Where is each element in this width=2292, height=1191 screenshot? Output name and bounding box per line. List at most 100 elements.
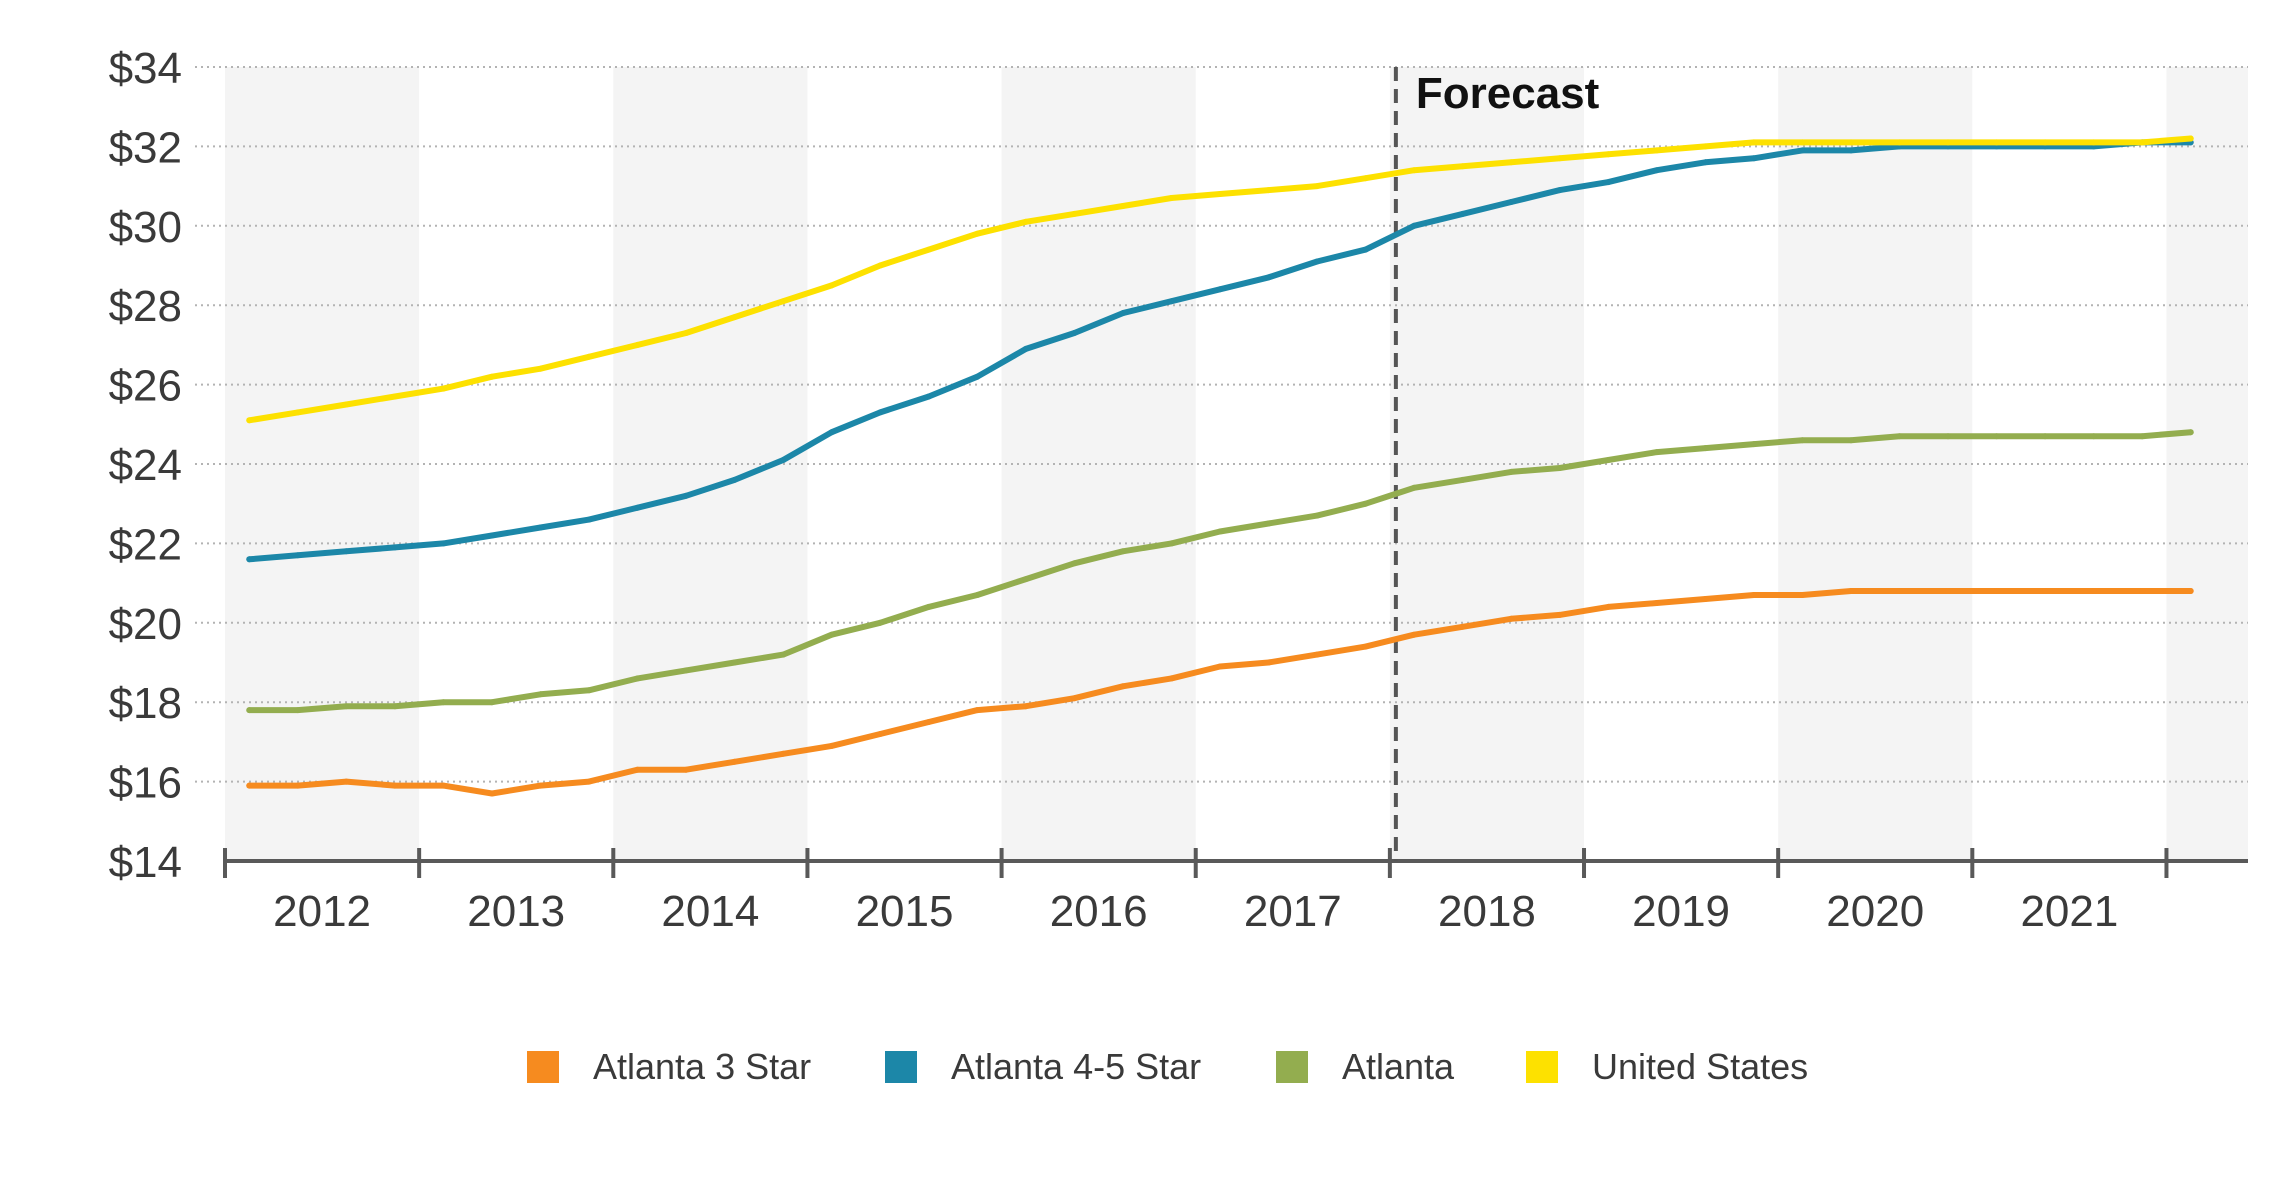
data-point bbox=[391, 544, 398, 551]
data-point bbox=[877, 619, 884, 626]
data-point bbox=[440, 782, 447, 789]
data-point bbox=[828, 742, 835, 749]
data-point bbox=[2139, 139, 2146, 146]
data-point bbox=[294, 782, 301, 789]
data-point bbox=[828, 429, 835, 436]
legend-label: United States bbox=[1592, 1046, 1809, 1087]
data-point bbox=[780, 457, 787, 463]
data-point bbox=[2090, 588, 2097, 594]
data-point bbox=[1945, 588, 1951, 594]
y-tick-label: $24 bbox=[109, 441, 182, 490]
data-point bbox=[294, 409, 301, 416]
tick-labels: $14 $16 $18 $20 $22 $24 $26 $28 $30 $32 $34 2012 201… bbox=[109, 44, 2119, 936]
x-tick-label: 2016 bbox=[1050, 887, 1148, 936]
data-point bbox=[877, 262, 884, 269]
data-point bbox=[1168, 298, 1175, 305]
data-point bbox=[2090, 139, 2097, 146]
data-point bbox=[634, 504, 641, 511]
data-point bbox=[489, 532, 495, 539]
data-point bbox=[2042, 588, 2049, 594]
data-point bbox=[1459, 476, 1466, 483]
data-point bbox=[537, 524, 544, 531]
data-point bbox=[489, 790, 495, 797]
data-point bbox=[683, 667, 690, 674]
data-point bbox=[1799, 147, 1806, 154]
y-tick-label: $34 bbox=[109, 44, 182, 93]
data-point bbox=[634, 766, 641, 773]
data-point bbox=[586, 778, 592, 785]
data-point bbox=[1411, 167, 1418, 174]
x-tick-label: 2017 bbox=[1244, 887, 1342, 936]
data-point bbox=[1605, 603, 1612, 610]
legend-swatch bbox=[1526, 1051, 1558, 1083]
legend-swatch bbox=[527, 1051, 559, 1083]
data-point bbox=[1653, 600, 1660, 606]
data-point bbox=[1411, 631, 1418, 638]
data-point bbox=[1556, 155, 1563, 162]
data-point bbox=[1362, 175, 1369, 182]
data-point bbox=[2139, 588, 2146, 594]
x-tick-label: 2018 bbox=[1438, 887, 1536, 936]
data-point bbox=[1896, 433, 1903, 440]
data-point bbox=[586, 516, 592, 523]
data-point bbox=[974, 707, 981, 714]
data-point bbox=[1459, 623, 1466, 630]
x-tick-label: 2014 bbox=[661, 887, 759, 936]
data-point bbox=[1750, 441, 1757, 448]
data-point bbox=[440, 540, 447, 547]
gridlines bbox=[195, 66, 2248, 783]
data-point bbox=[1848, 147, 1854, 154]
data-point bbox=[731, 476, 738, 483]
data-point bbox=[1702, 445, 1709, 452]
data-point bbox=[537, 365, 544, 372]
data-point bbox=[440, 385, 447, 392]
data-point bbox=[2187, 135, 2194, 142]
data-point bbox=[1508, 468, 1515, 475]
data-point bbox=[1702, 159, 1709, 166]
x-axis bbox=[223, 848, 2248, 878]
y-tick-label: $28 bbox=[109, 282, 182, 331]
data-point bbox=[391, 703, 398, 710]
data-point bbox=[780, 651, 787, 658]
data-point bbox=[1071, 330, 1078, 336]
data-point bbox=[1022, 703, 1029, 710]
data-point bbox=[877, 409, 884, 416]
y-tick-label: $30 bbox=[109, 203, 182, 252]
data-point bbox=[828, 282, 835, 289]
data-point bbox=[1314, 651, 1321, 658]
data-point bbox=[974, 230, 981, 237]
data-point bbox=[1799, 437, 1806, 444]
data-point bbox=[1071, 560, 1078, 567]
data-point bbox=[1750, 139, 1757, 146]
data-point bbox=[1799, 139, 1806, 146]
x-tick-label: 2015 bbox=[856, 887, 954, 936]
legend-label: Atlanta 3 Star bbox=[593, 1046, 812, 1087]
data-point bbox=[343, 401, 350, 408]
data-point bbox=[1362, 246, 1369, 253]
data-point bbox=[1119, 683, 1126, 690]
data-point bbox=[586, 687, 592, 694]
data-point bbox=[1411, 222, 1418, 229]
series-atlanta-4-5-star bbox=[246, 139, 2194, 563]
data-point bbox=[343, 548, 350, 555]
y-tick-label: $16 bbox=[109, 759, 182, 808]
data-point bbox=[1750, 592, 1757, 598]
data-point bbox=[1508, 159, 1515, 166]
data-point bbox=[1459, 210, 1466, 217]
data-point bbox=[925, 393, 932, 400]
data-point bbox=[1605, 179, 1612, 186]
data-point bbox=[343, 778, 350, 785]
data-point bbox=[1168, 195, 1175, 201]
x-tick-label: 2021 bbox=[2020, 887, 2118, 936]
data-point bbox=[1217, 663, 1223, 670]
data-point bbox=[683, 492, 690, 499]
data-point bbox=[1653, 449, 1660, 456]
data-point bbox=[489, 373, 495, 380]
data-point bbox=[294, 552, 301, 559]
data-point bbox=[1314, 512, 1321, 519]
data-point bbox=[925, 719, 932, 725]
data-point bbox=[1265, 274, 1272, 281]
forecast-marker: Forecast bbox=[1393, 67, 1600, 861]
data-point bbox=[634, 675, 641, 682]
